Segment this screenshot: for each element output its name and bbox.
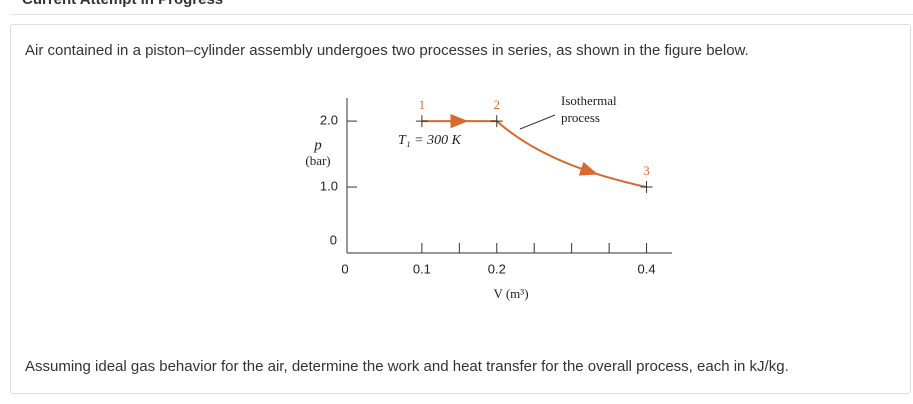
state-label: 3 xyxy=(643,163,650,178)
temperature-label: T₁ = 300 K xyxy=(398,133,462,148)
state-point xyxy=(490,115,503,128)
state-label: 1 xyxy=(419,97,426,112)
x-tick-label: 0.2 xyxy=(488,261,506,276)
question-prompt: Assuming ideal gas behavior for the air,… xyxy=(25,358,789,375)
y-tick-label: 2.0 xyxy=(320,113,338,128)
state-label: 2 xyxy=(494,97,501,112)
process-curve xyxy=(496,120,647,189)
state-point xyxy=(640,181,653,194)
header-title: Current Attempt in Progress xyxy=(22,0,223,8)
arrow-head xyxy=(578,161,599,176)
question-card xyxy=(10,24,911,394)
y-label: p xyxy=(313,137,322,153)
curve-label: Isothermal xyxy=(561,93,617,108)
question-intro: Air contained in a piston–cylinder assem… xyxy=(25,42,749,59)
state-point xyxy=(415,115,428,128)
divider xyxy=(10,14,913,15)
x-label: V (m³) xyxy=(493,286,528,301)
x-tick-label: 0.1 xyxy=(413,261,431,276)
x-tick-label: 0 xyxy=(341,261,348,276)
y-unit: (bar) xyxy=(305,153,330,168)
leader-line xyxy=(519,114,556,130)
y-tick-label: 1.0 xyxy=(320,178,338,193)
x-tick-label: 0.4 xyxy=(638,261,656,276)
y-tick-label: 0 xyxy=(330,232,337,247)
curve-label: process xyxy=(561,110,600,125)
